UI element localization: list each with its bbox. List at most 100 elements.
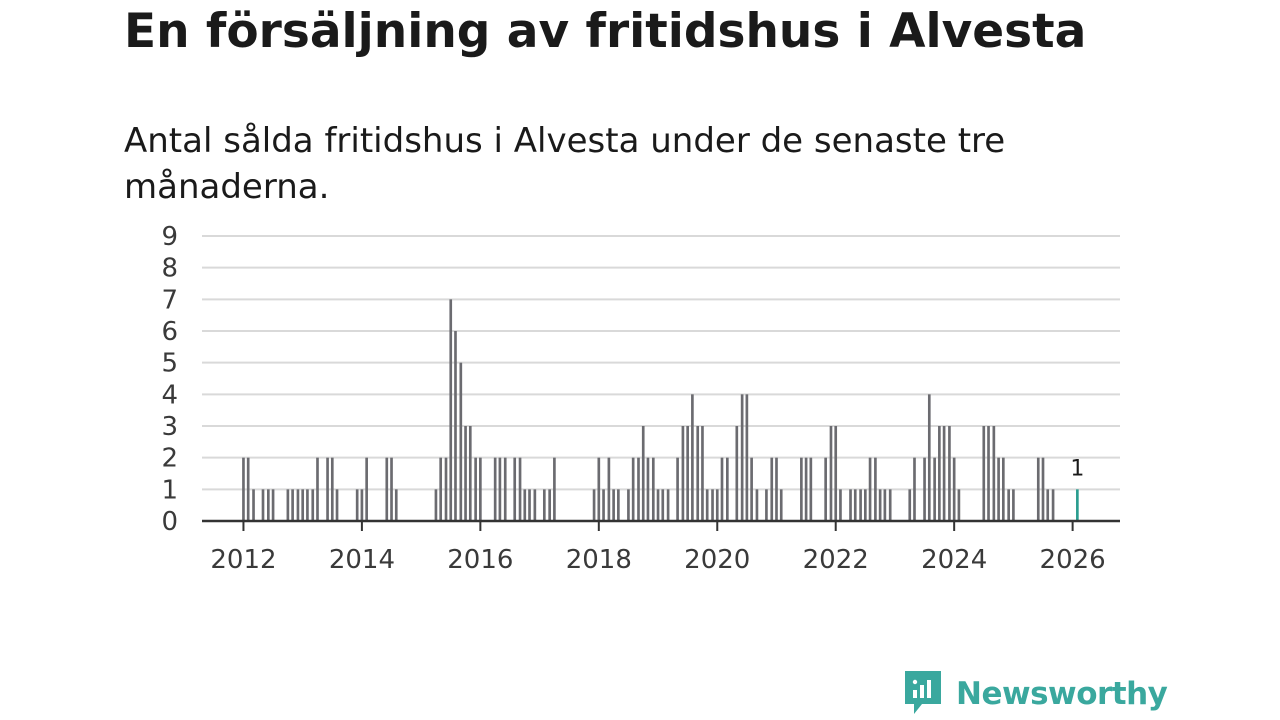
- newsworthy-logo-icon: [902, 668, 944, 720]
- bar: [612, 489, 615, 521]
- x-tick-label: 2020: [684, 545, 750, 575]
- bar: [459, 362, 463, 521]
- bar: [637, 457, 640, 521]
- bar: [1012, 489, 1015, 521]
- bar: [691, 394, 694, 521]
- bar: [933, 457, 936, 521]
- bar: [750, 457, 753, 521]
- x-axis-ticks: 2012 2014 2016 2018 2020 2022 2024 2026: [210, 521, 1106, 575]
- bar: [1041, 457, 1045, 521]
- bar: [246, 457, 250, 521]
- y-tick-label: 0: [161, 507, 178, 537]
- bar: [705, 489, 709, 521]
- bar: [617, 489, 620, 521]
- bar: [765, 489, 768, 521]
- bar: [938, 426, 941, 521]
- y-tick-label: 8: [161, 254, 178, 284]
- chart-subtitle: Antal sålda fritidshus i Alvesta under d…: [124, 121, 1006, 207]
- y-tick-label: 7: [161, 285, 178, 315]
- bar: [908, 489, 912, 521]
- y-tick-label: 3: [161, 412, 178, 442]
- bar: [888, 489, 892, 521]
- bar: [834, 426, 838, 521]
- bar: [592, 489, 596, 521]
- bar: [316, 457, 319, 521]
- bar: [711, 489, 714, 521]
- bar: [267, 489, 270, 521]
- x-tick-label: 2018: [566, 545, 632, 575]
- bar: [1001, 457, 1005, 521]
- bar: [449, 299, 453, 521]
- bar: [444, 457, 448, 521]
- bar: [503, 457, 507, 521]
- bar: [735, 426, 739, 521]
- x-tick-label: 2014: [329, 545, 395, 575]
- bar: [775, 457, 778, 521]
- bar: [859, 489, 862, 521]
- bar: [829, 426, 833, 521]
- bar: [1051, 489, 1055, 521]
- bar: [390, 457, 393, 521]
- bar: [853, 489, 857, 521]
- bar: [271, 489, 275, 521]
- bar: [528, 489, 531, 521]
- chart-title: En försäljning av fritidshus i Alvesta: [124, 4, 1087, 59]
- bar: [849, 489, 852, 521]
- bar: [878, 489, 882, 521]
- bar: [883, 489, 887, 521]
- bar: [355, 489, 359, 521]
- bar: [676, 457, 679, 521]
- bar: [523, 489, 527, 521]
- highlight-bar: [1076, 489, 1079, 521]
- bar: [296, 489, 300, 521]
- bar: [1007, 489, 1010, 521]
- bar: [779, 489, 783, 521]
- bar: [498, 457, 502, 521]
- bar: [291, 489, 294, 521]
- bar: [548, 489, 551, 521]
- bar: [365, 457, 368, 521]
- bar: [992, 426, 996, 521]
- x-tick-label: 2022: [803, 545, 869, 575]
- bar: [913, 457, 916, 521]
- bar: [745, 394, 749, 521]
- bar: [479, 457, 482, 521]
- newsworthy-brand[interactable]: Newsworthy: [902, 668, 1168, 720]
- bar: [533, 489, 537, 521]
- bar: [715, 489, 719, 521]
- bar: [518, 457, 522, 521]
- bar: [997, 457, 1000, 521]
- y-tick-label: 2: [161, 444, 178, 474]
- bar: [770, 457, 774, 521]
- bar: [493, 457, 497, 521]
- newsworthy-wordmark: Newsworthy: [956, 676, 1168, 712]
- bar: [651, 457, 655, 521]
- bar: [987, 426, 990, 521]
- bar: [740, 394, 744, 521]
- y-tick-label: 5: [161, 349, 178, 379]
- bar: [252, 489, 255, 521]
- bar: [311, 489, 315, 521]
- bar: [800, 457, 803, 521]
- bars: [242, 299, 1079, 521]
- bar: [656, 489, 660, 521]
- bar: [666, 489, 670, 521]
- bar: [839, 489, 842, 521]
- bar: [824, 457, 827, 521]
- bar: [631, 457, 635, 521]
- bar: [597, 457, 601, 521]
- bar: [439, 457, 443, 521]
- bar: [923, 457, 926, 521]
- bar: [468, 426, 472, 521]
- bar: [661, 489, 665, 521]
- bar: [242, 457, 245, 521]
- bar: [804, 457, 808, 521]
- bar: [927, 394, 931, 521]
- y-tick-label: 4: [161, 380, 178, 410]
- bar: [1046, 489, 1050, 521]
- bar: [982, 426, 986, 521]
- bar: [602, 489, 605, 521]
- bar: [701, 426, 704, 521]
- x-tick-label: 2026: [1040, 545, 1106, 575]
